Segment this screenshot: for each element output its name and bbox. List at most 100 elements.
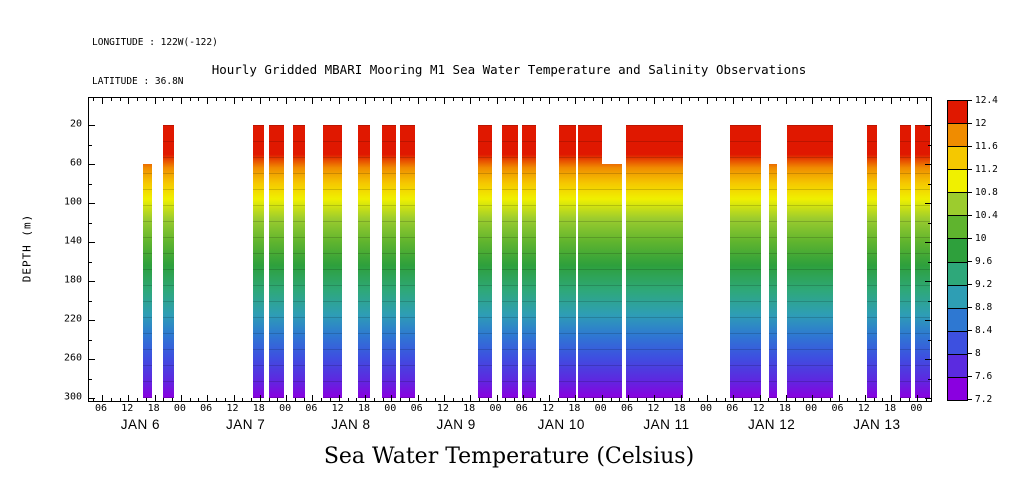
- data-column: [601, 164, 622, 398]
- y-minor-tick-right: [928, 261, 931, 263]
- x-minor-tick-bottom: [505, 398, 507, 401]
- x-minor-tick-bottom: [645, 398, 647, 401]
- data-column: [915, 125, 931, 398]
- colorbar: [947, 100, 968, 401]
- x-minor-tick-bottom: [373, 398, 375, 401]
- day-label: JAN 9: [436, 417, 476, 432]
- x-tick-label: 18: [463, 403, 476, 414]
- x-minor-tick-top: [908, 98, 910, 101]
- x-minor-tick-bottom: [619, 398, 621, 401]
- x-minor-tick-top: [487, 98, 489, 101]
- day-label: JAN 11: [643, 417, 690, 432]
- x-major-tick-top: [785, 98, 787, 104]
- colorbar-band: [948, 285, 967, 309]
- x-major-tick-bottom: [443, 395, 445, 401]
- x-minor-tick-bottom: [899, 398, 901, 401]
- x-major-tick-bottom: [207, 395, 209, 401]
- data-column: [899, 125, 911, 398]
- data-column: [729, 125, 761, 398]
- x-major-tick-top: [628, 98, 629, 104]
- x-major-tick-bottom: [470, 395, 472, 401]
- plot-area: [88, 97, 932, 402]
- x-minor-tick-top: [698, 98, 700, 101]
- day-label: JAN 12: [748, 417, 796, 432]
- x-tick-label: 18: [778, 403, 791, 414]
- x-minor-tick-bottom: [671, 398, 673, 401]
- x-minor-tick-top: [435, 98, 437, 101]
- colorbar-band: [948, 216, 967, 240]
- x-minor-tick-top: [663, 98, 665, 101]
- x-minor-tick-bottom: [742, 398, 743, 401]
- x-minor-tick-bottom: [268, 398, 270, 401]
- x-tick-label: 00: [279, 403, 292, 414]
- colorbar-tick-label: 7.2: [975, 393, 993, 405]
- x-major-tick-top: [759, 98, 761, 104]
- x-minor-tick-bottom: [198, 398, 200, 401]
- colorbar-tick: [968, 330, 972, 331]
- x-minor-tick-bottom: [452, 398, 454, 401]
- colorbar-tick: [968, 261, 972, 262]
- x-tick-label: 12: [647, 403, 660, 414]
- x-major-tick-bottom: [338, 395, 340, 401]
- x-major-tick-top: [601, 98, 603, 104]
- data-column: [269, 125, 285, 398]
- x-minor-tick-top: [777, 98, 779, 101]
- x-tick-label: 18: [357, 403, 371, 414]
- x-minor-tick-bottom: [847, 398, 849, 401]
- x-minor-tick-top: [356, 98, 358, 101]
- y-axis-label: DEPTH (m): [20, 213, 34, 283]
- y-tick-label: 180: [63, 274, 82, 286]
- x-minor-tick-bottom: [663, 398, 665, 401]
- x-major-tick-top: [154, 98, 156, 104]
- x-major-tick-top: [443, 98, 445, 104]
- x-minor-tick-bottom: [926, 398, 928, 401]
- colorbar-tick-label: 10.4: [975, 209, 998, 221]
- y-major-tick-left: [89, 242, 95, 243]
- x-minor-tick-bottom: [487, 398, 489, 401]
- x-tick-label: 06: [515, 403, 528, 414]
- x-minor-tick-top: [110, 98, 112, 101]
- x-minor-tick-top: [172, 98, 174, 101]
- x-minor-tick-top: [768, 98, 770, 101]
- x-major-tick-top: [812, 98, 814, 104]
- x-major-tick-top: [733, 98, 735, 104]
- x-minor-tick-top: [829, 98, 831, 101]
- colorbar-tick: [968, 192, 972, 193]
- x-major-tick-top: [391, 98, 393, 104]
- x-minor-tick-top: [926, 98, 928, 101]
- x-minor-tick-bottom: [820, 398, 822, 401]
- x-major-tick-bottom: [680, 395, 682, 401]
- x-major-tick-bottom: [549, 395, 551, 401]
- colorbar-tick: [968, 353, 972, 354]
- x-major-tick-bottom: [654, 395, 656, 401]
- colorbar-band: [948, 193, 967, 217]
- y-minor-tick-right: [928, 300, 931, 302]
- x-minor-tick-bottom: [303, 398, 305, 401]
- x-minor-tick-top: [531, 98, 533, 101]
- x-major-tick-bottom: [180, 395, 182, 401]
- x-minor-tick-bottom: [566, 398, 568, 401]
- x-minor-tick-top: [426, 98, 428, 101]
- x-minor-tick-top: [619, 98, 621, 101]
- x-minor-tick-bottom: [557, 398, 559, 401]
- y-tick-label: 260: [63, 352, 82, 364]
- data-column: [323, 125, 342, 398]
- x-axis-tick-labels: 06 12 18 00 06 12 18 00 06 12 18 00 06 12 18 00 06 12 18 00…: [88, 403, 930, 417]
- x-minor-tick-bottom: [216, 398, 217, 401]
- data-column: [501, 125, 519, 398]
- longitude-text: LONGITUDE : 122W(-122): [92, 37, 218, 48]
- x-major-tick-bottom: [812, 395, 814, 401]
- x-minor-tick-top: [742, 98, 743, 101]
- x-minor-tick-bottom: [93, 398, 95, 401]
- x-minor-tick-top: [479, 98, 480, 101]
- colorbar-band: [948, 239, 967, 263]
- x-minor-tick-bottom: [294, 398, 296, 401]
- x-tick-label: 00: [489, 403, 502, 414]
- x-major-tick-top: [286, 98, 288, 104]
- day-label: JAN 8: [331, 417, 371, 432]
- y-minor-tick-right: [928, 378, 931, 380]
- x-minor-tick-bottom: [277, 398, 279, 401]
- y-axis-tick-labels: 20 60 100 140 180 220 260 300: [36, 97, 82, 403]
- y-major-tick-left: [89, 281, 95, 282]
- x-minor-tick-bottom: [715, 398, 717, 401]
